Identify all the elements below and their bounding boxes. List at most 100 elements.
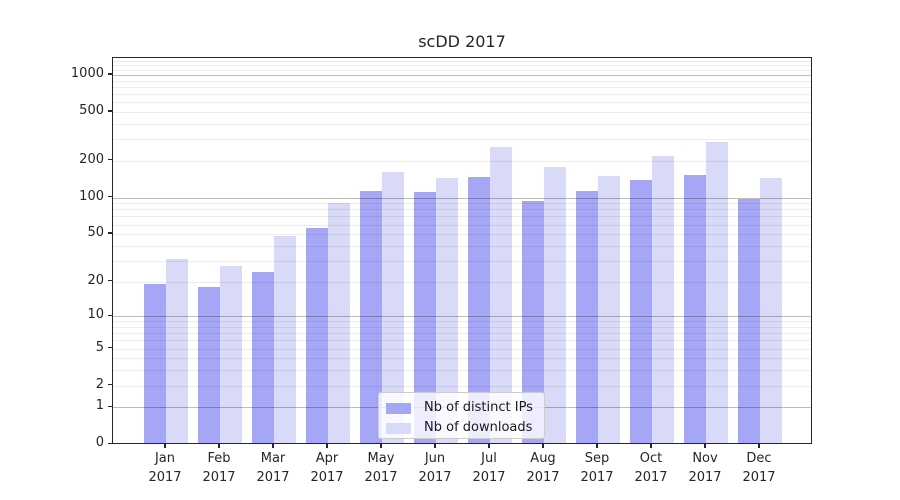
gridline-minor [113, 60, 811, 62]
x-tick-label: May 2017 [364, 451, 398, 485]
bar-downloads [328, 203, 350, 443]
x-tick-label: Feb 2017 [202, 451, 236, 485]
x-tick-mark [704, 444, 706, 448]
y-tick-label: 5 [95, 339, 104, 355]
legend-entry-distinct-ips: Nb of distinct IPs [386, 400, 537, 416]
y-tick-mark [108, 110, 112, 112]
bar-downloads [706, 141, 728, 443]
gridline-minor [113, 123, 811, 125]
gridline-minor [113, 348, 811, 350]
gridline-minor [113, 281, 811, 283]
bar-distinct-ips [684, 175, 706, 443]
bar-downloads [220, 266, 242, 443]
bar-downloads [598, 175, 620, 443]
bar-distinct-ips [360, 191, 382, 443]
y-tick-label: 200 [79, 151, 104, 167]
x-tick-mark [650, 444, 652, 448]
x-tick-mark [596, 444, 598, 448]
y-tick-mark [108, 195, 112, 198]
gridline-minor [113, 69, 811, 71]
bar-distinct-ips [576, 191, 598, 443]
y-tick-label: 0 [95, 435, 104, 451]
bar-distinct-ips [522, 200, 544, 443]
bar-distinct-ips [738, 198, 760, 443]
bar-distinct-ips [306, 228, 328, 443]
legend: Nb of distinct IPs Nb of downloads [378, 392, 545, 439]
gridline-minor [113, 93, 811, 95]
bar-distinct-ips [630, 180, 652, 443]
y-tick-label: 100 [79, 188, 104, 204]
bar-downloads [544, 166, 566, 443]
legend-label-distinct-ips: Nb of distinct IPs [424, 400, 533, 415]
legend-swatch-distinct-ips [386, 402, 411, 414]
x-tick-label: Sep 2017 [580, 451, 614, 485]
x-tick-mark [434, 444, 436, 448]
x-tick-mark [380, 444, 382, 448]
gridline-minor [113, 260, 811, 262]
x-tick-label: Oct 2017 [634, 451, 668, 485]
x-tick-label: Dec 2017 [742, 451, 776, 485]
gridline-minor [113, 203, 811, 205]
bar-distinct-ips [468, 176, 490, 443]
x-tick-label: Aug 2017 [526, 451, 560, 485]
bar-downloads [436, 178, 458, 443]
y-tick-mark [108, 279, 112, 282]
plot-area [112, 57, 812, 444]
x-tick-mark [164, 444, 166, 448]
gridline-major [113, 316, 811, 318]
plot-inner [113, 58, 811, 443]
gridline-minor [113, 80, 811, 82]
gridline-minor [113, 245, 811, 247]
gridline-minor [113, 321, 811, 323]
x-tick-mark [326, 444, 328, 448]
gridline-minor [113, 209, 811, 211]
gridline-minor [113, 234, 811, 236]
gridline-minor [113, 358, 811, 360]
bar-downloads [760, 177, 782, 443]
bar-downloads [382, 171, 404, 443]
y-tick-mark [108, 346, 112, 349]
x-tick-label: Nov 2017 [688, 451, 722, 485]
gridline-minor [113, 160, 811, 162]
x-tick-mark [272, 444, 274, 448]
gridline-major [113, 74, 811, 76]
chart-title: scDD 2017 [418, 32, 506, 51]
y-tick-label: 50 [87, 225, 104, 241]
gridline-minor [113, 86, 811, 88]
y-tick-label: 1000 [70, 65, 104, 81]
x-tick-label: Apr 2017 [310, 451, 344, 485]
bar-downloads [652, 156, 674, 443]
y-tick-label: 1 [95, 398, 104, 414]
gridline-minor [113, 139, 811, 141]
gridline-minor [113, 224, 811, 226]
gridline-minor [113, 340, 811, 342]
legend-entry-downloads: Nb of downloads [386, 420, 537, 436]
y-tick-label: 500 [79, 102, 104, 118]
y-tick-label: 2 [95, 376, 104, 392]
bar-downloads [274, 236, 296, 443]
y-tick-mark [108, 442, 112, 444]
bar-downloads [490, 146, 512, 443]
gridline-minor [113, 333, 811, 335]
x-tick-mark [542, 444, 544, 448]
bar-distinct-ips [252, 272, 274, 443]
x-tick-label: Jun 2017 [418, 451, 452, 485]
gridline-major [113, 197, 811, 199]
y-tick-mark [108, 232, 112, 234]
y-tick-mark [108, 73, 112, 75]
gridline-minor [113, 385, 811, 387]
gridline-minor [113, 326, 811, 328]
legend-swatch-downloads [386, 422, 411, 434]
bar-distinct-ips [198, 286, 220, 443]
x-tick-mark [758, 444, 760, 448]
gridline-minor [113, 111, 811, 113]
gridline-minor [113, 102, 811, 104]
x-tick-label: Mar 2017 [256, 451, 290, 485]
y-tick-label: 20 [87, 272, 104, 288]
gridline-minor [113, 216, 811, 218]
y-tick-mark [108, 314, 112, 316]
bar-downloads [166, 259, 188, 443]
bar-distinct-ips [414, 192, 436, 443]
x-tick-mark [218, 444, 220, 448]
